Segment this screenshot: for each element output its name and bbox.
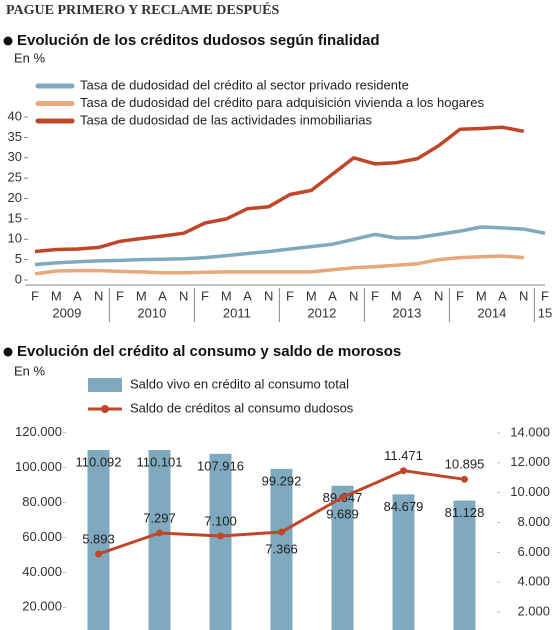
- line-point: [400, 467, 407, 475]
- y-tick-label: 40: [8, 109, 22, 124]
- line-point: [339, 493, 346, 501]
- bullet: [3, 347, 13, 357]
- x-year-label: 2012: [307, 305, 336, 320]
- x-tick-label: F: [541, 288, 549, 303]
- legend-label: Tasa de dudosidad del crédito para adqui…: [80, 95, 484, 110]
- x-tick-label: F: [201, 288, 209, 303]
- x-tick-label: M: [476, 288, 487, 303]
- y2-tick-label: 4.000: [517, 574, 550, 589]
- x-tick-label: A: [73, 288, 82, 303]
- line-value-label: 7.366: [265, 541, 298, 556]
- bar: [453, 500, 476, 630]
- legend-swatch: [88, 378, 122, 392]
- y2-tick-label: 12.000: [510, 454, 550, 469]
- x-tick-label: M: [221, 288, 232, 303]
- x-tick-label: N: [94, 288, 103, 303]
- y2-tick-label: 6.000: [517, 544, 550, 559]
- y-tick-label: 0: [15, 271, 22, 286]
- bar-value-label: 107.916: [197, 458, 244, 473]
- bar: [209, 453, 232, 630]
- x-tick-label: A: [328, 288, 337, 303]
- x-year-label: 2011: [223, 305, 251, 320]
- chart-title: Evolución de los créditos dudosos según …: [17, 32, 380, 49]
- page-header: PAGUE PRIMERO Y RECLAME DESPUÉS: [6, 1, 279, 18]
- x-tick-label: N: [519, 288, 528, 303]
- y2-tick-label: 2.000: [517, 604, 550, 619]
- x-year-label: 15: [538, 305, 552, 320]
- line-series: [34, 254, 524, 276]
- line-value-label: 7.100: [204, 513, 237, 528]
- bar: [270, 468, 293, 630]
- x-tick-label: M: [306, 288, 317, 303]
- bar-value-label: 84.679: [384, 499, 424, 514]
- x-tick-label: F: [456, 288, 464, 303]
- y-tick-label: 40.000: [22, 564, 62, 579]
- legend-label: Saldo de créditos al consumo dudosos: [130, 400, 354, 415]
- y-axis-label: En %: [14, 363, 46, 378]
- y-tick-label: 60.000: [22, 529, 62, 544]
- line-value-label: 9.689: [326, 507, 359, 522]
- line-point: [156, 529, 163, 537]
- line-point: [95, 550, 102, 558]
- line-value-label: 10.895: [445, 457, 485, 472]
- y2-tick-label: 8.000: [517, 514, 550, 529]
- x-tick-label: A: [243, 288, 252, 303]
- x-tick-label: N: [434, 288, 443, 303]
- y-tick-label: 10: [8, 231, 22, 246]
- line-point: [217, 532, 224, 540]
- bar-value-label: 110.092: [75, 454, 121, 469]
- legend-label: Tasa de dudosidad de las actividades inm…: [80, 112, 372, 127]
- x-tick-label: A: [413, 288, 422, 303]
- legend-label: Saldo vivo en crédito al consumo total: [130, 376, 349, 391]
- bar: [331, 485, 354, 630]
- y2-tick-label: 14.000: [510, 424, 550, 439]
- x-tick-label: F: [31, 288, 39, 303]
- y2-tick-label: 10.000: [510, 484, 550, 499]
- line-point: [278, 528, 285, 536]
- line-value-label: 7.297: [143, 510, 176, 525]
- x-year-label: 2013: [392, 305, 421, 320]
- x-year-label: 2014: [477, 305, 506, 320]
- line-point: [461, 475, 468, 483]
- y-tick-label: 20: [8, 190, 22, 205]
- y-tick-label: 20.000: [22, 599, 62, 614]
- bar-value-label: 81.128: [445, 505, 485, 520]
- legend-label: Tasa de dudosidad del crédito al sector …: [80, 77, 409, 92]
- line-series: [34, 125, 525, 254]
- x-tick-label: N: [264, 288, 273, 303]
- bar: [148, 450, 171, 630]
- chart-title: Evolución del crédito al consumo y saldo…: [17, 343, 401, 360]
- bar: [392, 494, 415, 630]
- line-value-label: 5.893: [82, 531, 115, 546]
- bar-value-label: 110.101: [136, 454, 182, 469]
- x-year-label: 2009: [52, 305, 81, 320]
- y-axis-label: En %: [14, 50, 46, 65]
- bar-value-label: 99.292: [262, 473, 302, 488]
- x-tick-label: N: [179, 288, 188, 303]
- x-tick-label: F: [286, 288, 294, 303]
- line-value-label: 11.471: [384, 448, 423, 463]
- x-tick-label: A: [158, 288, 167, 303]
- y-tick-label: 80.000: [22, 494, 62, 509]
- y-tick-label: 120.000: [15, 424, 62, 439]
- legend-swatch: [101, 405, 109, 413]
- bullet: [3, 36, 13, 46]
- y-tick-label: 5: [15, 251, 22, 266]
- x-year-label: 2010: [137, 305, 166, 320]
- y-tick-label: 35: [8, 129, 22, 144]
- x-tick-label: F: [371, 288, 379, 303]
- x-tick-label: M: [51, 288, 62, 303]
- bar: [87, 450, 110, 630]
- x-tick-label: N: [349, 288, 358, 303]
- y-tick-label: 30: [8, 149, 22, 164]
- x-tick-label: M: [136, 288, 147, 303]
- y-tick-label: 15: [8, 210, 22, 225]
- y-tick-label: 100.000: [15, 459, 62, 474]
- x-tick-label: A: [498, 288, 507, 303]
- y-tick-label: 25: [8, 170, 22, 185]
- x-tick-label: M: [391, 288, 402, 303]
- x-tick-label: F: [116, 288, 124, 303]
- line-series: [34, 225, 546, 267]
